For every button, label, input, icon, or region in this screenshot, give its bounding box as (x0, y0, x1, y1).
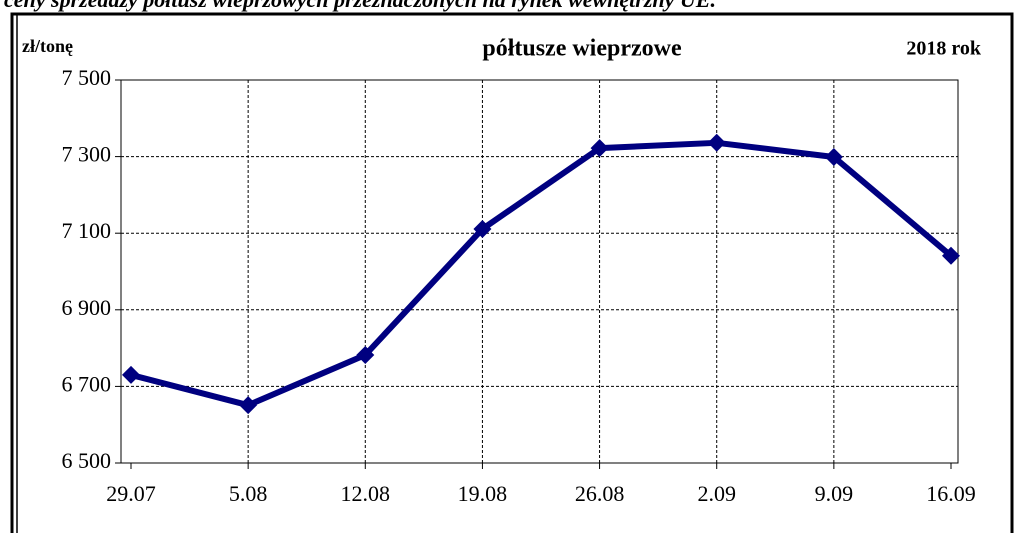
y-tick-label: 6 700 (62, 371, 112, 396)
frame (10, 12, 1014, 533)
x-tick-label: 2.09 (697, 481, 736, 506)
caption: ceny sprzedaży półtusz wieprzowych przez… (4, 0, 716, 12)
marker (590, 139, 609, 158)
marker (122, 365, 140, 384)
y-tick-label: 6 900 (62, 295, 112, 320)
y-tick-label: 7 300 (62, 142, 112, 167)
y-tick-label: 7 100 (62, 218, 112, 243)
plot-border (120, 79, 959, 464)
x-tick-label: 9.09 (815, 481, 854, 506)
y-tick-label: 7 500 (62, 65, 112, 90)
x-tick-label: 5.08 (229, 481, 268, 506)
line (130, 139, 953, 409)
y-axis-label: zł/tonę (22, 36, 73, 56)
marker (473, 219, 492, 238)
annotation: 2018 rok (906, 38, 982, 60)
x-tick-label: 16.09 (926, 481, 976, 506)
marker (942, 246, 960, 265)
y-tick-label: 6 500 (62, 448, 112, 473)
x-tick-label: 19.08 (458, 481, 508, 506)
x-tick-label: 12.08 (341, 481, 391, 506)
x-tick-label: 29.07 (106, 481, 156, 506)
chart-title: półtusze wieprzowe (482, 36, 682, 62)
marker (356, 345, 375, 364)
marker (239, 396, 258, 415)
marker (707, 133, 726, 152)
marker (824, 147, 843, 166)
x-tick-label: 26.08 (575, 481, 625, 506)
